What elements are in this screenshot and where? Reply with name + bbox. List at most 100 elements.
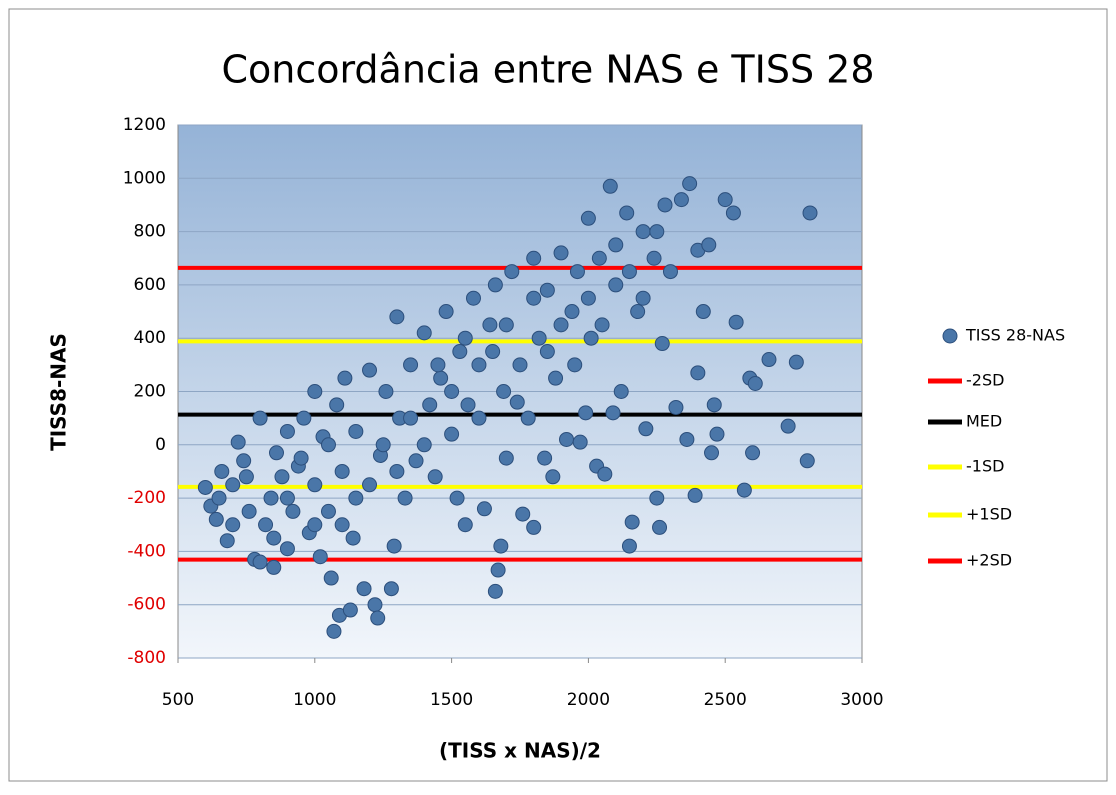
point: [386, 538, 402, 554]
point: [403, 410, 419, 426]
x-tick-label: 2000: [567, 690, 610, 710]
point: [214, 463, 230, 479]
point: [496, 384, 512, 399]
point: [416, 437, 432, 453]
point: [252, 554, 268, 570]
point: [457, 330, 473, 346]
point: [356, 581, 372, 597]
point: [687, 487, 703, 503]
point: [695, 304, 711, 320]
y-tick-label: 600: [134, 275, 166, 295]
point: [307, 384, 323, 399]
point: [337, 370, 353, 386]
point: [279, 423, 295, 439]
point: [673, 192, 689, 208]
point: [704, 445, 720, 461]
point: [591, 250, 607, 266]
point: [512, 357, 528, 373]
point: [597, 466, 613, 482]
point: [761, 352, 777, 368]
point: [449, 490, 465, 506]
point: [567, 357, 583, 373]
point: [668, 399, 684, 415]
point: [537, 450, 553, 466]
point: [408, 453, 424, 469]
x-tick-label: 1000: [293, 690, 336, 710]
point: [476, 501, 492, 517]
point: [621, 264, 637, 280]
point: [515, 506, 531, 522]
y-tick-label: -800: [127, 648, 166, 668]
point: [230, 434, 246, 450]
point: [553, 317, 569, 333]
point: [646, 250, 662, 266]
point: [701, 237, 717, 253]
point: [263, 490, 279, 506]
point: [471, 357, 487, 373]
point: [238, 469, 254, 485]
point: [624, 514, 640, 530]
point: [745, 445, 761, 461]
y-axis-label: TISS8-NAS: [47, 333, 71, 451]
point: [367, 597, 383, 613]
y-tick-label: 1000: [123, 168, 166, 188]
point: [802, 205, 818, 221]
y-tick-label: 0: [155, 435, 166, 455]
point: [211, 490, 227, 506]
legend-label: -2SD: [966, 371, 1004, 390]
point: [323, 570, 339, 586]
legend-label: -1SD: [966, 457, 1004, 476]
point: [266, 530, 282, 546]
point: [553, 245, 569, 261]
legend-label: TISS 28-NAS: [965, 326, 1065, 345]
point: [498, 317, 514, 333]
legend-marker: [942, 328, 958, 344]
point: [329, 397, 345, 413]
point: [274, 469, 290, 485]
point: [504, 264, 520, 280]
y-tick-label: -600: [127, 595, 166, 615]
point: [580, 210, 596, 226]
point: [638, 421, 654, 437]
point: [348, 423, 364, 439]
point: [375, 437, 391, 453]
point: [427, 469, 443, 485]
y-tick-label: 800: [134, 222, 166, 242]
point: [635, 224, 651, 240]
point: [312, 549, 328, 565]
point: [682, 176, 698, 192]
point: [613, 384, 629, 399]
point: [225, 517, 241, 533]
point: [485, 344, 501, 360]
point: [578, 405, 594, 421]
point: [465, 290, 481, 306]
point: [482, 317, 498, 333]
point: [635, 290, 651, 306]
point: [307, 477, 323, 493]
y-tick-label: 200: [134, 382, 166, 402]
point: [345, 530, 361, 546]
point: [348, 490, 364, 506]
point: [452, 344, 468, 360]
point: [649, 224, 665, 240]
y-tick-label: 400: [134, 328, 166, 348]
point: [509, 394, 525, 410]
point: [225, 477, 241, 493]
point: [370, 610, 386, 626]
point: [736, 482, 752, 498]
point: [219, 533, 235, 549]
point: [662, 264, 678, 280]
point: [460, 397, 476, 413]
point: [583, 330, 599, 346]
point: [334, 517, 350, 533]
point: [197, 479, 213, 495]
legend-label: +2SD: [966, 551, 1012, 570]
point: [520, 410, 536, 426]
point: [572, 434, 588, 450]
point: [569, 264, 585, 280]
point: [621, 538, 637, 554]
y-tick-label: -200: [127, 488, 166, 508]
point: [433, 370, 449, 386]
point: [630, 304, 646, 320]
point: [457, 517, 473, 533]
